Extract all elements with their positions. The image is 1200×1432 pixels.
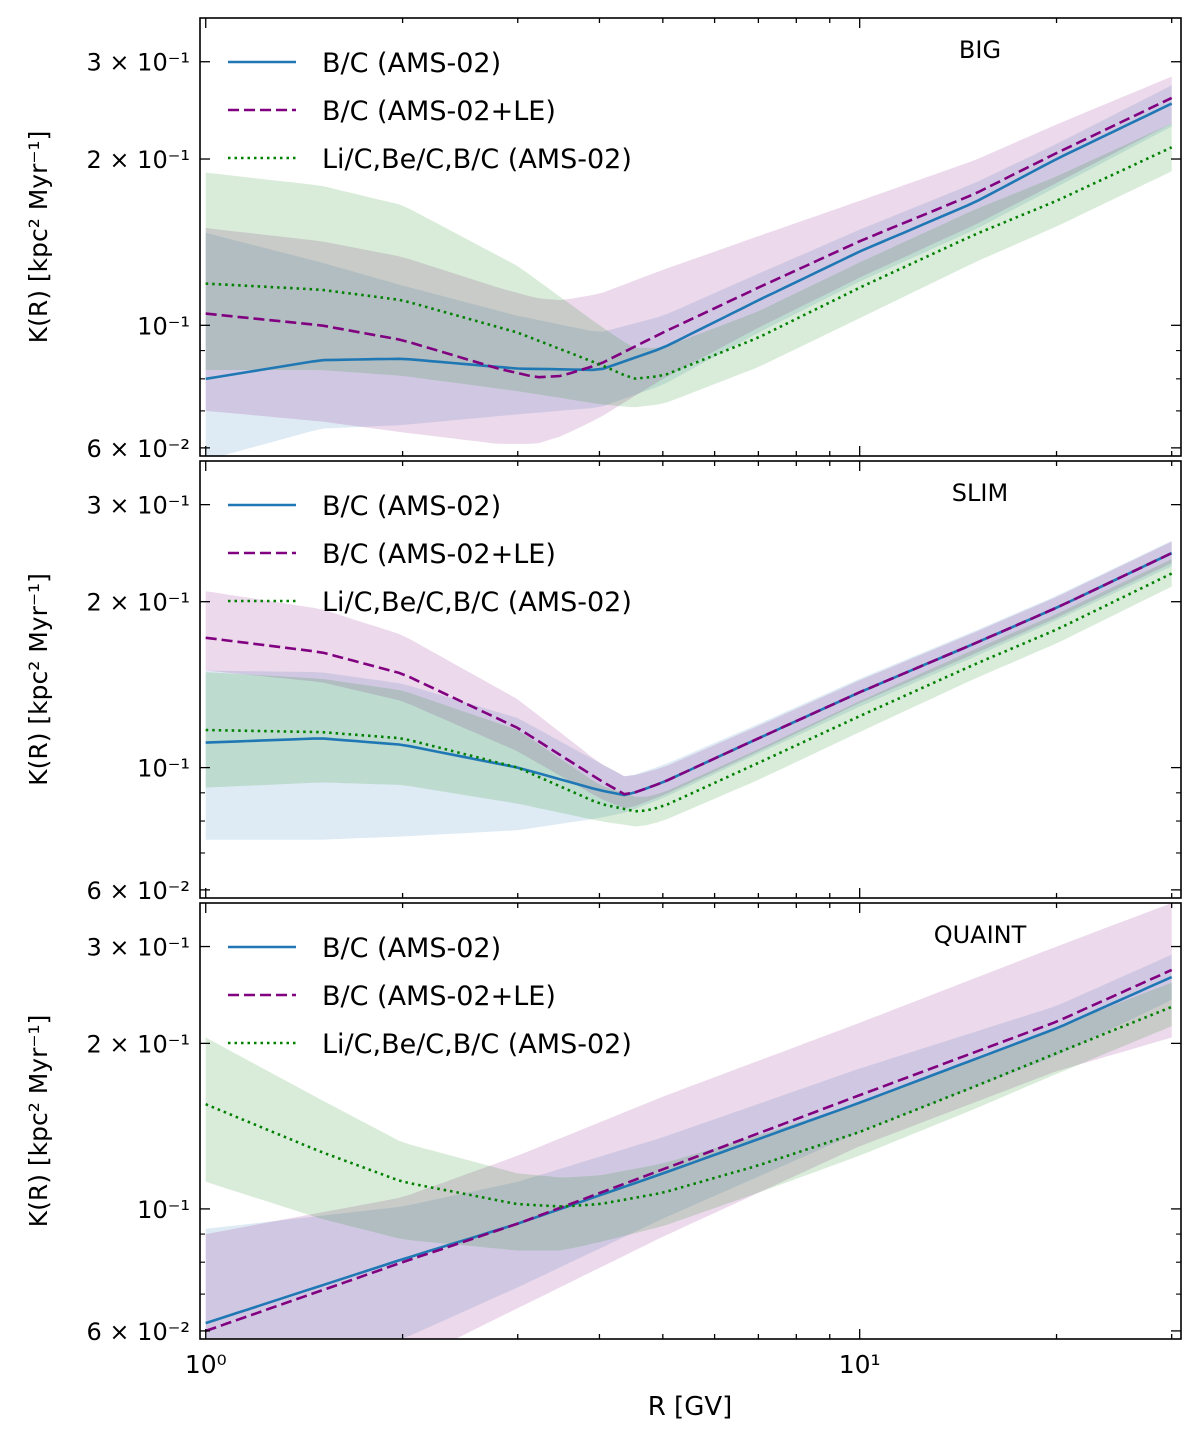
plot-frame: [199, 460, 1182, 899]
uncertainty-band-dotted: [205, 123, 1172, 408]
chart-panel-quaint: 6 × 10⁻² 10⁻¹ 2 × 10⁻¹ 3 × 10⁻¹ K(R) [kpc² M…: [24, 902, 1182, 1379]
y-tick-label: 3 × 10⁻¹: [87, 492, 190, 520]
legend: B/C (AMS-02) B/C (AMS-02+LE) Li/C,Be/C,B/C…: [228, 933, 632, 1060]
series-line-dashed: [205, 551, 1173, 796]
uncertainty-band-dashed: [205, 541, 1172, 809]
uncertainty-band-solid: [205, 954, 1172, 1339]
legend-label: B/C (AMS-02): [322, 933, 501, 964]
y-axis-label: K(R) [kpc² Myr⁻¹]: [24, 131, 53, 344]
legend: B/C (AMS-02) B/C (AMS-02+LE) Li/C,Be/C,B/C…: [228, 491, 632, 618]
y-tick-label: 6 × 10⁻²: [87, 877, 190, 905]
y-axis-label: K(R) [kpc² Myr⁻¹]: [24, 1015, 53, 1228]
legend-label: Li/C,Be/C,B/C (AMS-02): [322, 1029, 632, 1060]
y-tick-label: 2 × 10⁻¹: [87, 1030, 190, 1058]
legend-label: B/C (AMS-02): [322, 48, 501, 79]
y-tick-label: 6 × 10⁻²: [87, 1318, 190, 1346]
legend-label: B/C (AMS-02+LE): [322, 539, 556, 570]
series-line-dotted: [205, 572, 1173, 813]
legend: B/C (AMS-02) B/C (AMS-02+LE) Li/C,Be/C,B/C…: [228, 48, 632, 175]
y-tick-label: 2 × 10⁻¹: [87, 146, 190, 174]
uncertainty-band-dotted: [205, 982, 1172, 1251]
panel-label: BIG: [959, 36, 1001, 64]
series-line-dotted: [205, 1005, 1173, 1208]
plot-frame: [199, 17, 1182, 457]
series-line-solid: [205, 102, 1173, 381]
legend-label: Li/C,Be/C,B/C (AMS-02): [322, 587, 632, 618]
legend-label: B/C (AMS-02): [322, 491, 501, 522]
series-line-dashed: [205, 96, 1173, 379]
x-tick-label: 10¹: [839, 1350, 881, 1379]
legend-label: B/C (AMS-02+LE): [322, 981, 556, 1012]
y-axis-label: K(R) [kpc² Myr⁻¹]: [24, 573, 53, 786]
y-tick-label: 10⁻¹: [137, 312, 190, 340]
uncertainty-band-dotted: [205, 559, 1172, 827]
uncertainty-band-solid: [205, 540, 1172, 840]
plot-area: [205, 540, 1173, 840]
series-line-dotted: [205, 146, 1173, 380]
series-line-dashed: [205, 968, 1173, 1333]
legend-label: B/C (AMS-02+LE): [322, 96, 556, 127]
y-tick-label: 6 × 10⁻²: [87, 435, 190, 463]
y-tick-label: 10⁻¹: [137, 1196, 190, 1224]
series-line-solid: [205, 975, 1173, 1325]
x-tick-label: 10⁰: [185, 1350, 227, 1379]
y-tick-label: 2 × 10⁻¹: [87, 589, 190, 617]
chart-panel-slim: 6 × 10⁻² 10⁻¹ 2 × 10⁻¹ 3 × 10⁻¹ K(R) [kpc² M…: [24, 460, 1182, 905]
y-tick-label: 3 × 10⁻¹: [87, 934, 190, 962]
y-tick-label: 3 × 10⁻¹: [87, 49, 190, 77]
plot-area: [205, 76, 1173, 456]
y-tick-label: 10⁻¹: [137, 755, 190, 783]
chart-panel-big: 6 × 10⁻² 10⁻¹ 2 × 10⁻¹ 3 × 10⁻¹ K(R) [kpc² M…: [24, 17, 1182, 463]
plot-area: [205, 903, 1173, 1339]
panel-label: SLIM: [952, 479, 1008, 507]
panel-label: QUAINT: [934, 921, 1027, 949]
legend-label: Li/C,Be/C,B/C (AMS-02): [322, 144, 632, 175]
plot-frame: [199, 902, 1182, 1340]
x-axis-label: R [GV]: [648, 1392, 733, 1422]
uncertainty-band-dashed: [205, 903, 1172, 1339]
